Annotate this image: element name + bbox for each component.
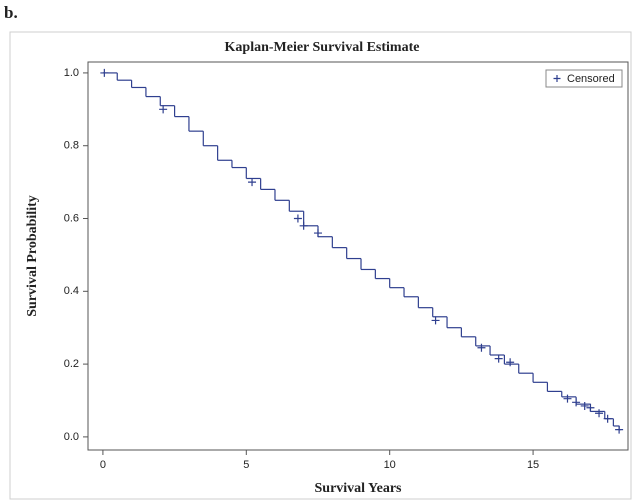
censored-marker [586,403,595,412]
censored-marker [615,425,624,434]
x-axis-title: Survival Years [315,481,403,496]
censored-marker [293,214,302,223]
censored-marker [572,398,581,407]
panel-label: b. [4,3,18,22]
frame [9,31,632,500]
x-tick-label: 5 [243,459,249,471]
x-tick-label: 15 [527,459,539,471]
censored-marker [506,358,515,367]
censored-marker [494,354,503,363]
y-tick-label: 0.8 [64,140,79,152]
censored-marker [580,401,589,410]
censored-marker [159,105,168,114]
x-tick-label: 10 [384,459,396,471]
y-axis-title: Survival Probability [25,195,40,316]
censored-marker [248,178,257,187]
censored-marker [603,414,612,423]
censored-marker [100,68,109,77]
y-tick-label: 0.2 [64,358,79,370]
censored-marker [477,343,486,352]
chart-title: Kaplan-Meier Survival Estimate [225,40,420,55]
censored-marker [595,409,604,418]
plot-area [87,61,629,451]
legend-label: Censored [567,73,615,85]
x-tick-label: 0 [100,459,106,471]
y-tick-label: 1.0 [64,67,79,79]
censored-marker [563,394,572,403]
censored-marker [299,221,308,230]
legend-box [545,69,623,88]
y-tick-label: 0.6 [64,212,79,224]
legend-symbol [553,75,561,82]
censored-marker [431,316,440,325]
censored-marker [313,229,322,238]
y-tick-label: 0.0 [64,431,79,443]
y-tick-label: 0.4 [64,285,79,297]
